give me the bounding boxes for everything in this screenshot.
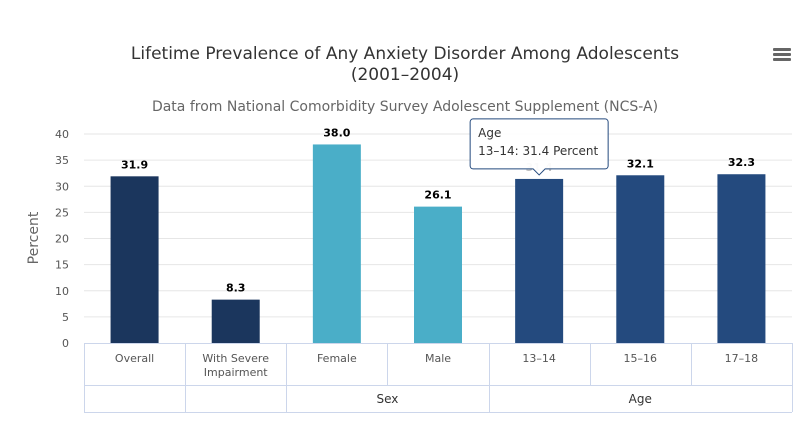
category-label: 15–16 [624,352,658,365]
bar [110,176,159,343]
category-label: With Severe [202,352,269,365]
chart-title-line-1: Lifetime Prevalence of Any Anxiety Disor… [131,44,679,64]
data-label: 32.3 [728,156,755,169]
bar [515,178,564,343]
hamburger-menu-icon[interactable] [770,46,794,68]
category-label: 17–18 [725,352,759,365]
category-label: Female [317,352,357,365]
group-label: Sex [376,392,398,406]
y-tick-label: 5 [62,311,69,324]
y-tick-label: 0 [62,337,69,350]
bar [312,144,361,343]
category-label: Overall [115,352,154,365]
y-tick-label: 40 [55,128,69,141]
data-label: 31.9 [121,158,148,171]
tooltip-header: Age [478,126,501,140]
bar [414,206,462,343]
tooltip-body: 13–14: 31.4 Percent [478,144,598,158]
bar [211,299,260,343]
y-tick-label: 10 [55,285,69,298]
bar [717,174,766,343]
y-tick-label: 15 [55,259,69,272]
y-tick-label: 30 [55,180,69,193]
y-tick-label: 20 [55,233,69,246]
data-labels: 31.98.338.026.131.432.132.3 [121,126,755,294]
y-axis-ticks: 0 5 10 15 20 25 30 35 40 [55,128,69,350]
y-axis-title: Percent [26,211,42,264]
chart-subtitle: Data from National Comorbidity Survey Ad… [152,99,658,115]
data-label: 38.0 [323,126,350,139]
data-label: 32.1 [627,157,654,170]
y-tick-label: 35 [55,154,69,167]
category-label: 13–14 [522,352,556,365]
tooltip: Age 13–14: 31.4 Percent [469,118,609,176]
data-label: 8.3 [226,282,246,295]
bar [616,175,665,343]
category-label: Male [425,352,451,365]
data-label: 26.1 [424,189,451,202]
y-tick-label: 25 [55,206,69,219]
group-label: Age [629,392,652,406]
tooltip-box [469,118,609,176]
chart-title-line-2: (2001–2004) [351,65,459,85]
category-label: Impairment [204,366,269,379]
bars [110,144,766,343]
